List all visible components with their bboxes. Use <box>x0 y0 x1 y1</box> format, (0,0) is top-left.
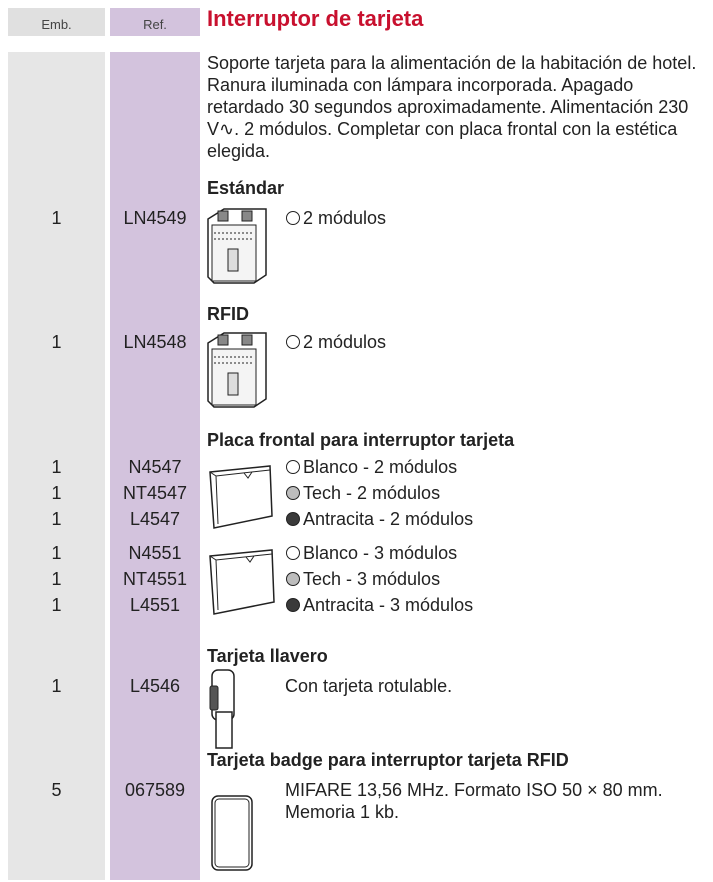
finish-swatch <box>286 460 300 474</box>
item-text: Con tarjeta rotulable. <box>285 676 453 696</box>
emb-cell: 1 <box>51 208 62 228</box>
ref-cell: NT4551 <box>122 569 188 589</box>
emb-header: Emb. <box>8 8 105 36</box>
finish-swatch <box>286 598 300 612</box>
finish-swatch <box>286 211 300 225</box>
ref-cell: L4551 <box>129 595 181 615</box>
item-text: Tech - 3 módulos <box>303 569 441 589</box>
ref-column <box>110 52 200 880</box>
emb-cell: 1 <box>51 509 62 529</box>
finish-swatch <box>286 486 300 500</box>
finish-swatch <box>286 512 300 526</box>
section-heading: Tarjeta badge para interruptor tarjeta R… <box>207 750 569 770</box>
item-text: MIFARE 13,56 MHz. Formato ISO 50 × 80 mm… <box>285 780 663 822</box>
ref-cell: NT4547 <box>122 483 188 503</box>
emb-cell: 1 <box>51 595 62 615</box>
emb-column <box>8 52 105 880</box>
item-text: Tech - 2 módulos <box>303 483 441 503</box>
section-heading: Placa frontal para interruptor tarjeta <box>207 430 515 450</box>
emb-cell: 1 <box>51 332 62 352</box>
ref-cell: LN4548 <box>123 332 187 352</box>
item-text: Antracita - 2 módulos <box>303 509 474 529</box>
section-heading: RFID <box>207 304 249 324</box>
description: Soporte tarjeta para la alimentación de … <box>207 53 697 161</box>
ref-cell: LN4549 <box>123 208 187 228</box>
ref-header: Ref. <box>110 8 200 36</box>
item-text: Antracita - 3 módulos <box>303 595 474 615</box>
item-text: Blanco - 3 módulos <box>303 543 458 563</box>
finish-swatch <box>286 572 300 586</box>
keycard-icon <box>209 669 235 749</box>
section-heading: Estándar <box>207 178 285 198</box>
item-text: Blanco - 2 módulos <box>303 457 458 477</box>
ref-cell: N4551 <box>128 543 182 563</box>
ref-cell: N4547 <box>128 457 182 477</box>
section-heading: Tarjeta llavero <box>207 646 328 666</box>
item-text: 2 módulos <box>303 208 387 228</box>
title: Interruptor de tarjeta <box>207 6 424 31</box>
emb-cell: 1 <box>51 543 62 563</box>
module-icon <box>207 332 267 408</box>
ref-cell: 067589 <box>124 780 186 800</box>
plate-icon <box>209 465 273 529</box>
emb-cell: 1 <box>51 457 62 477</box>
item-text: 2 módulos <box>303 332 387 352</box>
emb-cell: 5 <box>51 780 62 800</box>
finish-swatch <box>286 335 300 349</box>
emb-cell: 1 <box>51 676 62 696</box>
ref-cell: L4547 <box>129 509 181 529</box>
emb-cell: 1 <box>51 569 62 589</box>
finish-swatch <box>286 546 300 560</box>
module-icon <box>207 208 267 284</box>
ref-cell: L4546 <box>129 676 181 696</box>
plate-icon <box>209 549 275 615</box>
emb-cell: 1 <box>51 483 62 503</box>
badge-icon <box>211 795 253 871</box>
